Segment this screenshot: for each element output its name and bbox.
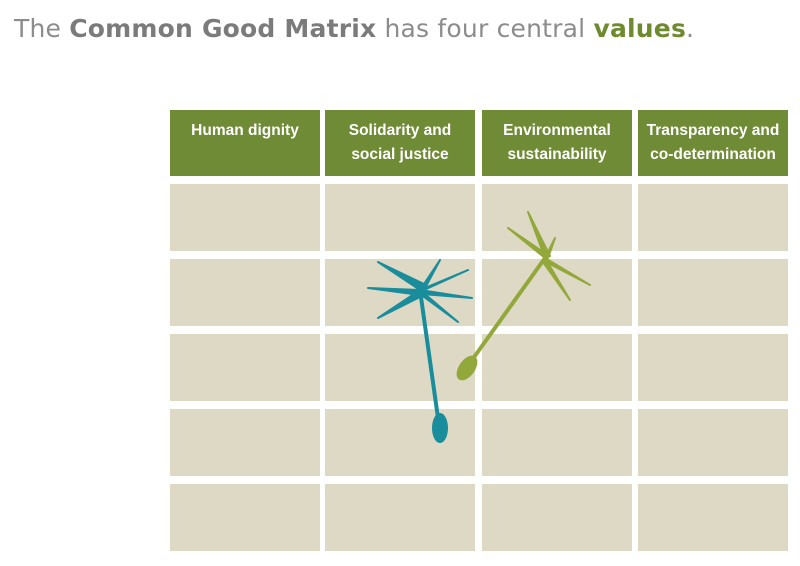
column-header: Human dignity xyxy=(170,110,320,176)
matrix-cell xyxy=(170,259,320,326)
title-text: The xyxy=(14,14,70,43)
matrix-cell xyxy=(482,259,632,326)
title-text: has four central xyxy=(376,14,594,43)
title: The Common Good Matrix has four central … xyxy=(14,14,694,43)
matrix-cell xyxy=(482,409,632,476)
matrix-cell xyxy=(170,409,320,476)
column-header: Transparency and co-determination xyxy=(638,110,788,176)
column-header: Solidarity and social justice xyxy=(325,110,475,176)
column-header: Environmental sustainability xyxy=(482,110,632,176)
title-text: values xyxy=(593,14,687,43)
matrix-cell xyxy=(638,334,788,401)
matrix-cell xyxy=(325,484,475,551)
matrix-cell xyxy=(325,184,475,251)
teal-dandelion xyxy=(367,259,473,443)
matrix-cell xyxy=(638,259,788,326)
matrix-cell xyxy=(638,184,788,251)
matrix-cell xyxy=(638,484,788,551)
matrix-cell xyxy=(170,334,320,401)
matrix-cell xyxy=(170,184,320,251)
matrix-cell xyxy=(482,484,632,551)
matrix-cell xyxy=(325,334,475,401)
matrix-cell xyxy=(482,334,632,401)
matrix-cell xyxy=(638,409,788,476)
title-text: Common Good Matrix xyxy=(69,14,377,43)
matrix-cell xyxy=(170,484,320,551)
matrix-cell xyxy=(325,409,475,476)
matrix-cell xyxy=(482,184,632,251)
green-dandelion xyxy=(456,211,591,381)
title-text: . xyxy=(686,14,695,43)
